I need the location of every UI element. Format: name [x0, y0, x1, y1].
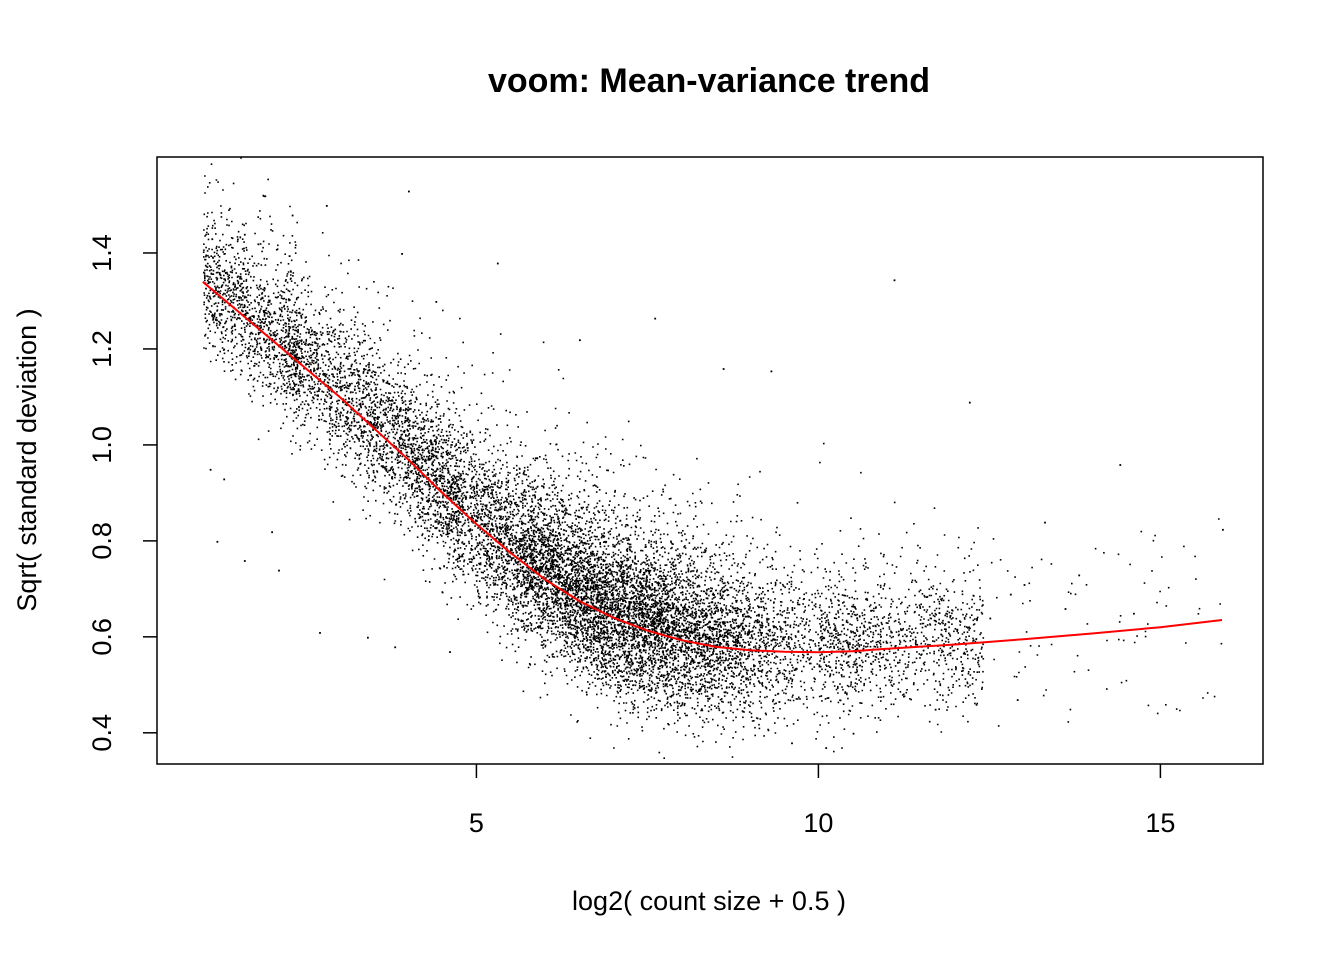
outlier-point [264, 195, 267, 198]
outlier-point [1009, 593, 1012, 596]
chart-title: voom: Mean-variance trend [488, 62, 930, 100]
outlier-point [243, 233, 246, 236]
outlier-point [893, 279, 896, 282]
points-layer [202, 157, 1224, 760]
outlier-point [579, 339, 581, 342]
outlier-point [435, 301, 438, 303]
outlier-point [257, 243, 260, 246]
outlier-point [1222, 528, 1224, 531]
outlier-point [319, 632, 321, 634]
outlier-point [968, 401, 971, 404]
outlier-point [1133, 612, 1135, 615]
x-axis: 5 10 15 [469, 764, 1175, 838]
outlier-point [216, 540, 219, 543]
y-axis-label: Sqrt( standard deviation ) [12, 308, 42, 611]
x-tick-label: 5 [469, 808, 484, 838]
outlier-point [1064, 608, 1067, 610]
y-tick-label: 0.8 [87, 522, 117, 560]
y-tick-label: 0.6 [87, 618, 117, 656]
outlier-point [1044, 521, 1046, 524]
y-tick-label: 1.0 [87, 426, 117, 464]
outlier-point [989, 617, 992, 620]
outlier-point [325, 205, 328, 207]
outlier-point [791, 742, 793, 745]
outlier-point [1023, 584, 1026, 586]
outlier-point [449, 651, 451, 653]
outlier-point [291, 214, 294, 217]
outlier-point [1078, 574, 1081, 577]
outlier-point [278, 569, 280, 572]
y-axis: 0.4 0.6 0.8 1.0 1.2 1.4 [87, 234, 157, 752]
x-tick-label: 15 [1145, 808, 1175, 838]
x-tick-label: 10 [803, 808, 833, 838]
outlier-point [825, 747, 828, 749]
plot-frame [156, 156, 1264, 765]
outlier-point [934, 708, 937, 711]
outlier-point [1016, 699, 1019, 701]
outlier-point [770, 370, 773, 373]
outlier-point [722, 368, 725, 370]
outlier-point [209, 468, 212, 471]
outlier-point [394, 646, 397, 649]
outlier-point [367, 636, 369, 639]
y-tick-label: 1.4 [87, 234, 117, 272]
outlier-point [223, 478, 226, 481]
trend-line [202, 281, 1223, 654]
outlier-point [243, 560, 246, 562]
x-axis-label: log2( count size + 0.5 ) [572, 886, 846, 916]
trend-layer [202, 281, 1223, 654]
outlier-point [852, 732, 855, 735]
y-tick-label: 1.2 [87, 330, 117, 368]
outlier-point [654, 317, 657, 320]
y-tick-label: 0.4 [87, 714, 117, 752]
outlier-point [237, 238, 239, 241]
outlier-point [271, 531, 273, 534]
outlier-point [408, 190, 410, 193]
outlier-point [496, 262, 499, 265]
outlier-point [1119, 464, 1122, 466]
outlier-point [401, 253, 403, 255]
